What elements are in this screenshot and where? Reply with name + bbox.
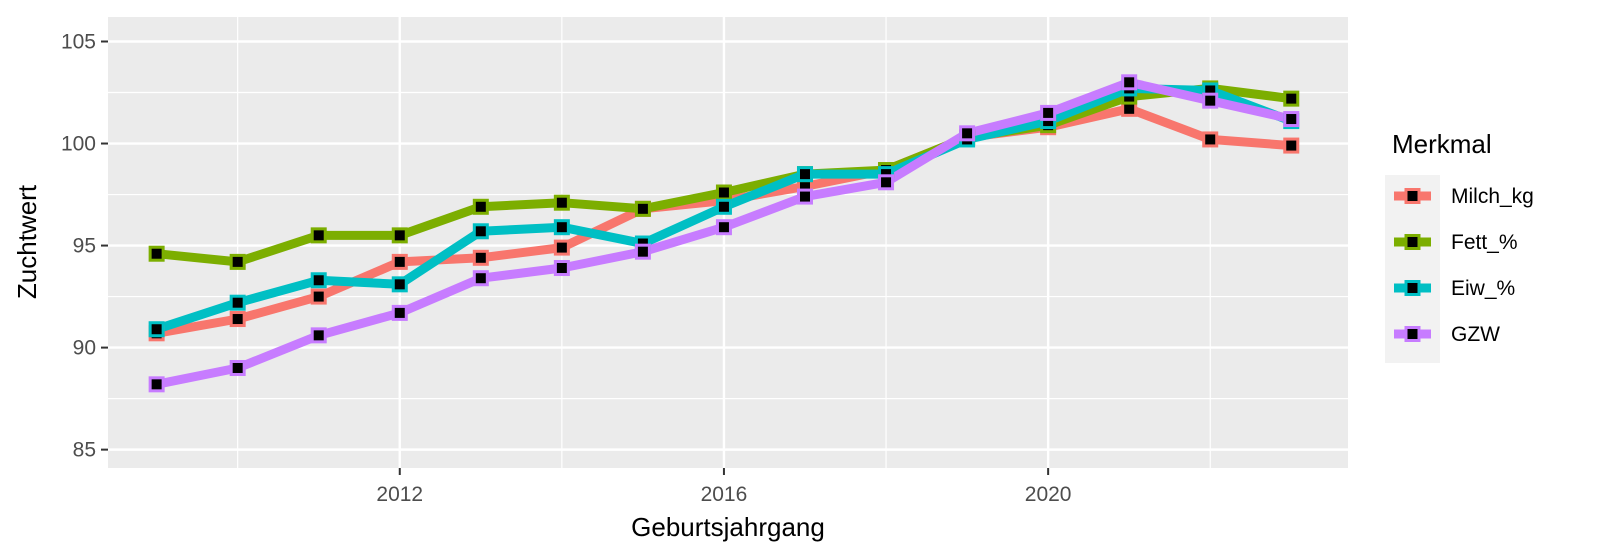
legend-key-point	[1404, 188, 1421, 204]
legend-label: Fett_%	[1451, 231, 1518, 254]
y-tick-label: 95	[73, 235, 96, 258]
legend-title: Merkmal	[1392, 129, 1492, 159]
data-point	[391, 253, 408, 270]
data-point	[229, 360, 246, 377]
y-tick-label: 105	[61, 30, 96, 53]
data-point	[1283, 137, 1300, 154]
data-point	[634, 200, 651, 217]
data-point	[959, 125, 976, 142]
data-point	[634, 243, 651, 260]
data-point	[715, 198, 732, 215]
series-points	[148, 74, 1300, 393]
y-tick-label: 85	[73, 439, 96, 462]
x-tick-label: 2012	[376, 483, 423, 506]
data-point	[1202, 92, 1219, 109]
data-point	[472, 223, 489, 240]
legend-label: GZW	[1451, 323, 1500, 346]
data-point	[148, 376, 165, 393]
data-point	[472, 270, 489, 287]
y-tick-label: 100	[61, 133, 96, 156]
data-point	[553, 239, 570, 256]
data-point	[310, 272, 327, 289]
legend-label: Milch_kg	[1451, 185, 1534, 208]
x-tick-label: 2020	[1025, 483, 1072, 506]
data-point	[1283, 111, 1300, 128]
y-tick-label: 90	[73, 337, 96, 360]
data-point	[553, 194, 570, 211]
legend-label: Eiw_%	[1451, 277, 1515, 300]
x-tick-label: 2016	[701, 483, 748, 506]
data-point	[391, 227, 408, 244]
data-point	[148, 321, 165, 338]
data-point	[391, 276, 408, 293]
data-point	[310, 327, 327, 344]
data-point	[229, 253, 246, 270]
data-point	[796, 166, 813, 183]
x-axis-title: Geburtsjahrgang	[631, 512, 825, 542]
data-point	[472, 249, 489, 266]
data-point	[1121, 74, 1138, 91]
data-point	[472, 198, 489, 215]
legend: Merkmal Milch_kg Fett_% Eiw_% GZW	[1385, 129, 1534, 363]
data-point	[715, 184, 732, 201]
data-point	[1040, 104, 1057, 121]
axes: 85 90 95 100 105 2012 2016 2020	[61, 30, 1072, 506]
data-point	[229, 294, 246, 311]
data-point	[1283, 90, 1300, 107]
data-point	[148, 245, 165, 262]
data-point	[553, 219, 570, 236]
y-axis-title: Zuchtwert	[12, 184, 42, 299]
data-point	[553, 260, 570, 277]
legend-key-point	[1404, 234, 1421, 250]
legend-key-point	[1404, 326, 1421, 342]
data-point	[310, 227, 327, 244]
data-point	[391, 304, 408, 321]
legend-key-point	[1404, 280, 1421, 296]
data-point	[796, 188, 813, 205]
data-point	[310, 288, 327, 305]
data-point	[229, 311, 246, 328]
data-point	[878, 174, 895, 191]
data-point	[1202, 131, 1219, 148]
data-point	[715, 219, 732, 236]
